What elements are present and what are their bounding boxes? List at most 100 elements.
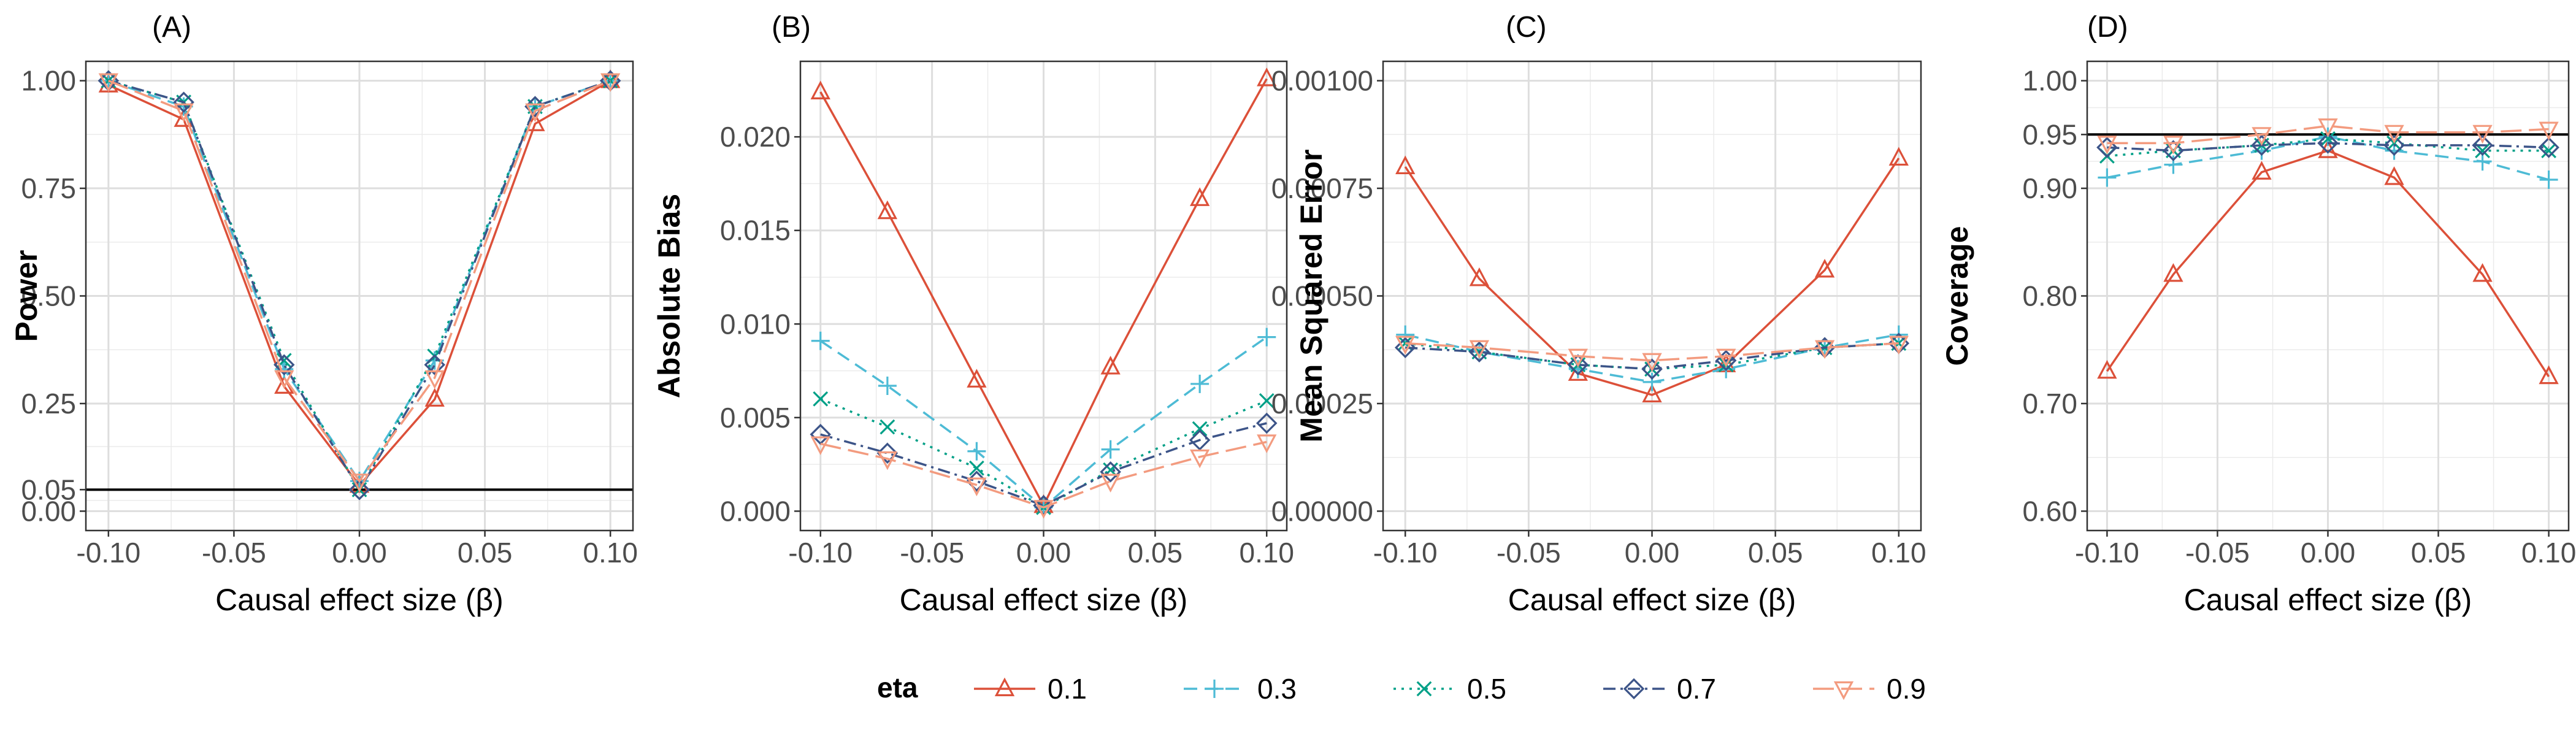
x-tick-label: -0.10 — [1373, 537, 1438, 569]
data-point — [1888, 335, 1909, 355]
data-point — [1888, 147, 1909, 166]
data-point — [1259, 393, 1275, 408]
y-tick-label: 0.00 — [21, 495, 76, 527]
panel-label: (A) — [152, 11, 191, 44]
x-tick-label: 0.00 — [1625, 537, 1680, 569]
data-point — [2096, 137, 2118, 158]
series-line — [2107, 125, 2549, 145]
x-tick-label: 0.05 — [2411, 537, 2466, 569]
data-point — [1814, 340, 1835, 359]
legend-item-eta-0.1: 0.1 — [974, 673, 1087, 705]
data-point — [2318, 118, 2338, 137]
data-point — [2539, 121, 2559, 140]
data-point — [2539, 171, 2558, 190]
data-point — [811, 331, 830, 350]
panel-b: -0.10 -0.05 0.00 0.05 0.10 0.000 0.005 0.010 0.0… — [652, 11, 1294, 617]
data-point — [1255, 412, 1278, 434]
data-point — [1643, 372, 1662, 391]
x-tick-label: -0.05 — [1497, 537, 1561, 569]
data-point — [424, 388, 445, 407]
data-point — [1395, 335, 1416, 355]
data-point — [2251, 134, 2272, 156]
y-tick-label: 0.000 — [720, 495, 791, 527]
data-point — [813, 391, 829, 407]
data-point — [173, 91, 194, 113]
legend-item-eta-0.9: 0.9 — [1813, 673, 1926, 705]
data-point — [2541, 143, 2556, 159]
y-axis-label: Mean Squared Error — [1294, 150, 1328, 443]
data-point — [1033, 500, 1054, 519]
y-tick-label: 0.010 — [720, 308, 791, 340]
x-axis-label: Causal effect size (β) — [215, 583, 504, 617]
data-point — [2539, 365, 2559, 385]
data-point — [1814, 258, 1835, 278]
y-tick-label: 0.60 — [2022, 495, 2077, 527]
legend-key-marker — [1623, 678, 1645, 700]
y-tick-label: 0.020 — [720, 121, 791, 153]
data-point — [98, 73, 118, 93]
data-point — [967, 369, 987, 388]
series-eta-0.9 — [98, 73, 621, 493]
data-point — [967, 442, 986, 461]
series-eta-0.1 — [2097, 139, 2559, 385]
data-point — [1189, 449, 1210, 469]
gridlines — [86, 61, 633, 531]
y-tick-label: 0.005 — [720, 402, 791, 434]
x-tick-label: 0.05 — [458, 537, 513, 569]
data-point — [1642, 383, 1662, 403]
data-point — [174, 103, 194, 123]
legend-item-label: 0.1 — [1048, 673, 1087, 705]
data-point — [878, 376, 897, 395]
legend-items: 0.1 0.3 0.5 0.7 0.9 — [974, 673, 1926, 705]
data-point — [880, 419, 895, 435]
x-tick-label: 0.05 — [1748, 537, 1803, 569]
data-point — [1469, 340, 1490, 359]
series-line — [820, 422, 1267, 507]
data-point — [1642, 353, 1662, 372]
x-axis-label: Causal effect size (β) — [900, 583, 1188, 617]
legend-item-eta-0.5: 0.5 — [1393, 673, 1506, 705]
data-point — [2472, 134, 2493, 156]
panel-c: -0.10 -0.05 0.00 0.05 0.10 0.00000 0.00025 0.00… — [1271, 11, 1926, 617]
data-point — [1257, 328, 1276, 347]
data-point — [424, 370, 445, 389]
data-point — [2538, 137, 2559, 158]
series-line — [2106, 149, 2550, 378]
data-point — [2097, 136, 2117, 155]
data-point — [968, 460, 984, 476]
data-point — [877, 200, 898, 220]
series-eta-0.9 — [2097, 118, 2559, 155]
y-axis-label: Coverage — [1940, 226, 1974, 366]
panels: -0.10 -0.05 0.00 0.05 0.100.000.050.250.500.… — [9, 11, 2576, 617]
data-point — [2317, 132, 2339, 154]
legend-item-label: 0.9 — [1887, 673, 1926, 705]
data-point — [2097, 359, 2117, 379]
legend-item-eta-0.7: 0.7 — [1603, 673, 1716, 705]
data-point — [810, 436, 830, 455]
data-point — [600, 73, 621, 93]
data-point — [1568, 362, 1588, 381]
data-point — [1100, 473, 1121, 493]
legend-key-marker — [1205, 680, 1224, 698]
panel-label: (C) — [1506, 11, 1547, 44]
x-tick-label: 0.10 — [583, 537, 638, 569]
data-point — [967, 477, 987, 497]
x-tick-label: 0.10 — [2521, 537, 2576, 569]
x-tick-label: 0.00 — [2301, 537, 2356, 569]
data-point — [1396, 325, 1415, 344]
data-point — [1468, 341, 1490, 363]
panel-d: -0.10 -0.05 0.00 0.05 0.10 0.60 0.70 0.80 0.90 0.… — [1940, 11, 2576, 617]
data-point — [1189, 187, 1210, 206]
data-point — [2163, 136, 2183, 155]
y-tick-label: 0.00000 — [1271, 495, 1373, 527]
series-line — [108, 79, 611, 483]
data-point — [348, 479, 370, 500]
x-tick-label: -0.10 — [76, 537, 140, 569]
x-tick-label: -0.10 — [2075, 537, 2139, 569]
y-tick-label: 0.00075 — [1271, 172, 1373, 204]
data-point — [2383, 134, 2405, 156]
data-point — [2472, 263, 2493, 282]
data-point — [876, 442, 899, 464]
data-point — [1568, 348, 1588, 368]
data-point — [1190, 374, 1209, 393]
